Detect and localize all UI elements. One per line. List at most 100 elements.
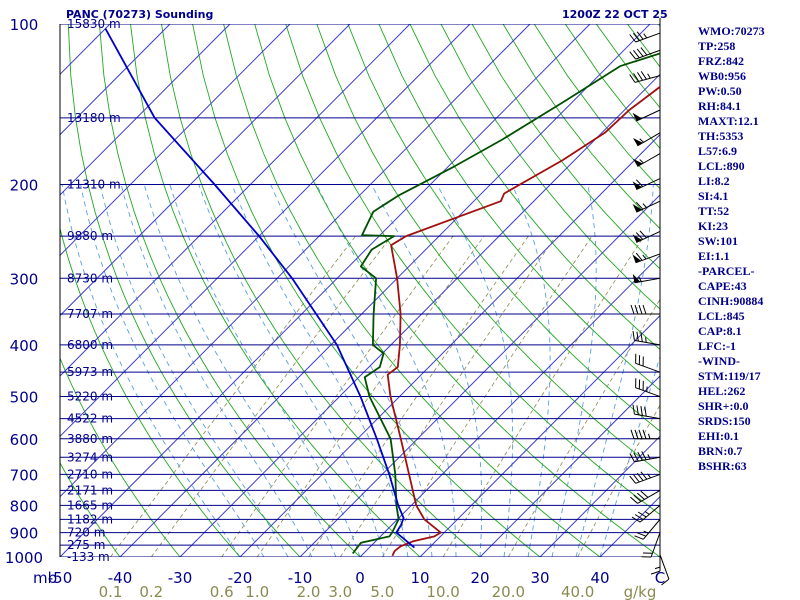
isotherm	[479, 375, 660, 557]
dewpoint-profile	[351, 52, 660, 555]
mixing-ratio-line	[507, 298, 660, 557]
height-label: 9880 m	[67, 229, 113, 243]
height-label: 5973 m	[67, 365, 113, 379]
isotherm	[60, 24, 291, 257]
index-item: BSHR:63	[698, 459, 747, 473]
index-item: SRDS:150	[698, 414, 751, 428]
isotherm	[60, 24, 231, 196]
isotherm	[60, 24, 411, 377]
wind-barb	[632, 230, 661, 243]
isotherm	[239, 133, 660, 557]
mixing-ratio-label: 0.2	[139, 583, 163, 600]
height-label: 15830 m	[67, 17, 121, 31]
index-item: SHR+:0.0	[698, 399, 749, 413]
height-label: 3880 m	[67, 432, 113, 446]
mixing-ratio-unit-label: g/kg	[624, 583, 657, 600]
moist-adiabat	[61, 184, 241, 557]
mixing-ratio-label: 10.0	[426, 583, 459, 600]
temperature-tick-label: -20	[228, 569, 253, 587]
chart-datetime: 1200Z 22 OCT 25	[562, 8, 668, 21]
pressure-label: 300	[10, 270, 39, 288]
height-label: 2710 m	[67, 467, 113, 481]
pressure-label: 400	[10, 337, 39, 355]
index-item: WB0:956	[698, 69, 746, 83]
index-item: TH:5353	[698, 129, 744, 143]
mixing-ratio-label: 40.0	[561, 583, 594, 600]
pressure-label: 900	[10, 525, 39, 543]
index-item: TT:52	[698, 204, 730, 218]
mixing-ratio-label: 1.0	[245, 583, 269, 600]
background-grid	[59, 18, 661, 557]
wind-barb	[629, 471, 661, 484]
isotherm	[119, 24, 651, 557]
pressure-label: 100	[10, 16, 39, 34]
moist-adiabat	[511, 184, 551, 557]
height-label: 2171 m	[67, 483, 113, 497]
isotherm	[60, 24, 591, 557]
index-item: WMO:70273	[698, 24, 765, 38]
wind-barb	[633, 153, 661, 167]
mixing-ratio-label: 5.0	[370, 583, 394, 600]
index-item: HEL:262	[698, 384, 746, 398]
temperature-unit-label: C	[655, 569, 665, 587]
index-item: CAPE:43	[698, 279, 747, 293]
index-item: RH:84.1	[698, 99, 741, 113]
pressure-label: 500	[10, 389, 39, 407]
mixing-ratio-line	[221, 235, 454, 557]
wind-barb	[641, 532, 661, 558]
moist-adiabat	[120, 184, 313, 557]
height-label: 4522 m	[67, 412, 113, 426]
temperature-tick-label: 10	[410, 569, 429, 587]
height-label: 7707 m	[67, 307, 113, 321]
pressure-label: 200	[10, 176, 39, 194]
wind-barb-column	[629, 31, 670, 586]
mixing-ratio-label: 20.0	[492, 583, 525, 600]
dry-adiabat	[130, 24, 421, 557]
pressure-label: 1000	[5, 549, 43, 567]
mixing-ratio-label: 0.6	[210, 583, 234, 600]
height-label: 3274 m	[67, 450, 113, 464]
temperature-tick-label: 0	[355, 569, 365, 587]
wind-barb	[629, 47, 661, 60]
height-label: 5220 m	[67, 390, 113, 404]
pressure-label: 600	[10, 431, 39, 449]
index-item: SW:101	[698, 234, 739, 248]
wind-barb	[659, 554, 670, 586]
pressure-unit-label: mb	[33, 569, 57, 587]
wind-barb	[630, 489, 661, 504]
wind-barb	[650, 545, 661, 575]
height-label: 8730 m	[67, 271, 113, 285]
wind-barb	[632, 274, 661, 284]
wind-barb	[630, 304, 661, 315]
dry-adiabat	[254, 24, 660, 557]
index-item: LCL:845	[698, 309, 745, 323]
wind-barb	[632, 200, 661, 213]
mixing-ratio-label: 2.0	[297, 583, 321, 600]
isotherm	[60, 24, 171, 136]
moist-adiabat	[99, 184, 289, 557]
wind-barb	[632, 178, 661, 191]
height-label: 275 m	[67, 538, 105, 552]
dry-adiabat	[564, 24, 660, 150]
index-item: -WIND-	[698, 354, 740, 368]
mixing-ratio-line	[339, 235, 557, 557]
temperature-tick-label: -10	[288, 569, 313, 587]
moist-adiabat	[80, 184, 265, 557]
wind-barb	[629, 71, 661, 83]
profile-group	[104, 28, 660, 557]
index-item: PW:0.50	[698, 84, 742, 98]
parcel-profile	[104, 28, 415, 549]
moist-adiabat	[169, 184, 361, 557]
index-item: LCL:890	[698, 159, 745, 173]
index-item: EHI:0.1	[698, 429, 740, 443]
temperature-tick-label: -40	[108, 569, 133, 587]
wind-barb	[632, 404, 661, 420]
isotherm	[60, 24, 351, 317]
isotherm	[60, 24, 471, 438]
temperature-tick-label: -50	[48, 569, 73, 587]
isotherm	[359, 254, 660, 557]
isotherm	[60, 24, 531, 498]
moist-adiabat	[231, 184, 409, 557]
height-label: 1182 m	[67, 512, 113, 526]
